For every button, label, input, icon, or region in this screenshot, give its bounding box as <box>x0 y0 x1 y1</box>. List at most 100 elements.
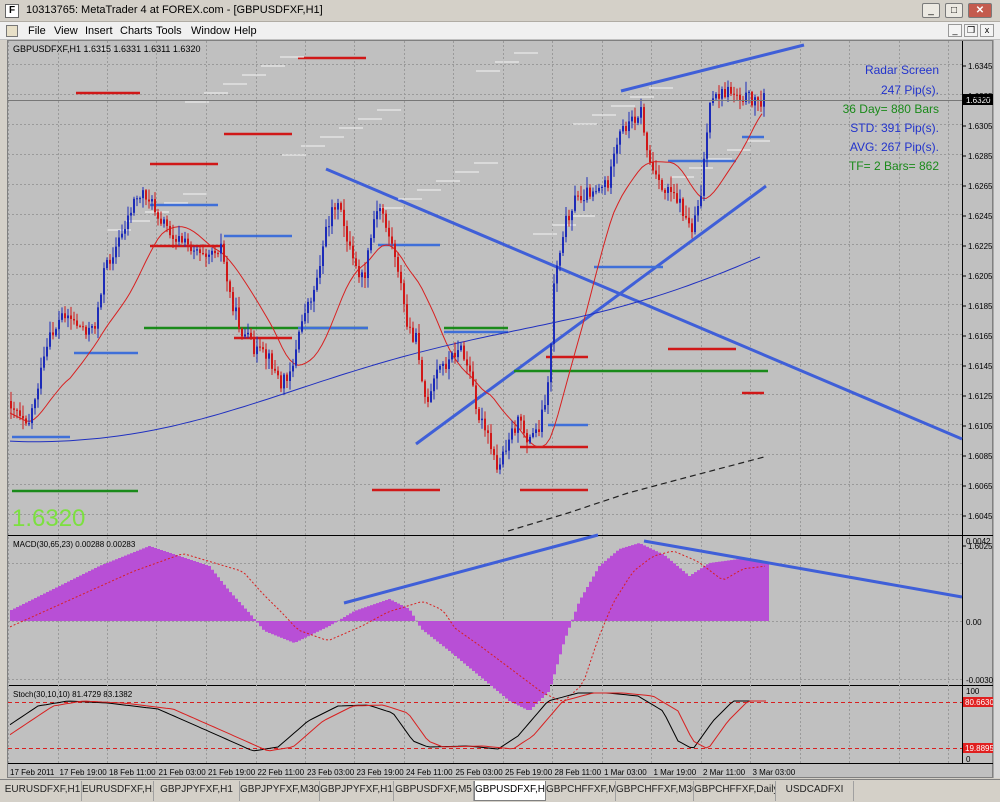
macd-bar <box>70 580 73 621</box>
radar-title: Radar Screen <box>865 63 939 77</box>
candle-body <box>709 102 711 133</box>
chart-tab[interactable]: GBPUSDFXF,M5 <box>394 781 474 801</box>
chart-document-icon[interactable] <box>6 25 18 37</box>
macd-signal-line <box>9 551 766 702</box>
candle-body <box>211 250 213 255</box>
candle-body <box>439 365 441 370</box>
mdi-close-button[interactable]: x <box>980 24 994 37</box>
macd-bar <box>118 558 121 621</box>
menu-charts[interactable]: Charts <box>120 25 153 37</box>
candle-body <box>367 250 369 279</box>
candle-body <box>25 418 27 424</box>
metatrader-icon: F <box>5 4 19 18</box>
macd-bar <box>586 587 589 621</box>
chart-tab[interactable]: EURUSDFXF,H1 <box>82 781 154 801</box>
candle-body <box>511 428 513 440</box>
macd-bar <box>151 547 154 621</box>
macd-bar <box>745 560 748 621</box>
menu-view[interactable]: View <box>54 25 78 37</box>
candle-body <box>643 107 645 133</box>
candle-body <box>286 374 288 381</box>
macd-bar <box>445 621 448 649</box>
stoch-main-line <box>9 692 766 752</box>
stoch-axis-20: 19.8895 <box>965 744 994 753</box>
candle-body <box>622 125 624 132</box>
candle-body <box>661 180 663 190</box>
candle-body <box>193 250 195 252</box>
chart-tab[interactable]: GBPJPYFXF,M30 <box>240 781 320 801</box>
candle-body <box>205 253 207 257</box>
macd-bar <box>514 621 517 704</box>
chart-area[interactable]: GBPUSDFXF,H1 1.6315 1.6331 1.6311 1.6320… <box>7 40 994 779</box>
macd-axis-bottom: -0.00304 <box>966 676 994 685</box>
candle-body <box>181 236 183 243</box>
chart-tab[interactable]: GBPJPYFXF,H1 <box>320 781 394 801</box>
macd-bar <box>292 621 295 643</box>
candle-body <box>163 219 165 224</box>
macd-bar <box>223 584 226 621</box>
menu-window[interactable]: Window <box>191 25 231 37</box>
mdi-restore-button[interactable]: ❐ <box>964 24 978 37</box>
candle-body <box>382 208 384 214</box>
radar-std: STD: 391 Pip(s). <box>850 121 939 135</box>
date-axis-label: 21 Feb 19:00 <box>208 768 256 777</box>
maximize-button[interactable]: □ <box>945 3 963 18</box>
candle-body <box>136 198 138 200</box>
macd-bar <box>16 607 19 621</box>
candle-body <box>16 409 18 411</box>
candle-body <box>310 301 312 303</box>
macd-bar <box>760 562 763 621</box>
price-axis-label: 1.6145 <box>968 362 993 371</box>
chart-tab[interactable]: GBPCHFFXF,M15 <box>546 781 616 801</box>
menu-help[interactable]: Help <box>234 25 257 37</box>
menu-tools[interactable]: Tools <box>156 25 182 37</box>
level-lines <box>12 48 770 493</box>
macd-bar <box>136 550 139 621</box>
chart-tab[interactable]: GBPCHFFXF,Daily <box>694 781 776 801</box>
price-axis-label: 1.6185 <box>968 302 993 311</box>
chart-tab[interactable]: GBPCHFFXF,M30 <box>616 781 694 801</box>
candle-body <box>139 198 141 200</box>
candle-body <box>97 307 99 329</box>
chart-tab[interactable]: USDCADFXI <box>776 781 854 801</box>
macd-bar <box>154 548 157 621</box>
chart-tab[interactable]: GBPJPYFXF,H1 <box>154 781 240 801</box>
candle-body <box>706 132 708 159</box>
macd-bar <box>691 574 694 621</box>
menu-insert[interactable]: Insert <box>85 25 113 37</box>
macd-bar <box>268 621 271 633</box>
macd-bar <box>358 609 361 621</box>
candle-body <box>31 408 33 424</box>
price-axis-label: 1.6105 <box>968 422 993 431</box>
candle-body <box>397 257 399 272</box>
candle-body <box>328 226 330 228</box>
vertical-scrollbar[interactable] <box>993 40 1000 778</box>
macd-bar <box>427 621 430 635</box>
menu-file[interactable]: File <box>28 25 46 37</box>
candle-body <box>277 370 279 376</box>
macd-bar <box>523 621 526 709</box>
macd-bar <box>307 621 310 637</box>
candle-body <box>703 158 705 196</box>
minimize-button[interactable]: _ <box>922 3 940 18</box>
macd-bar <box>727 560 730 621</box>
macd-bar <box>703 566 706 621</box>
chart-canvas[interactable]: GBPUSDFXF,H1 1.6315 1.6331 1.6311 1.6320… <box>8 41 994 779</box>
candle-body <box>577 195 579 197</box>
macd-bar <box>250 615 253 621</box>
macd-bar <box>145 547 148 621</box>
candle-body <box>187 238 189 245</box>
chart-tab[interactable]: EURUSDFXF,H1 <box>4 781 82 801</box>
candle-body <box>490 433 492 450</box>
macd-bar <box>655 551 658 621</box>
macd-bar <box>328 621 331 626</box>
macd-bar <box>433 621 436 640</box>
mdi-minimize-button[interactable]: _ <box>948 24 962 37</box>
close-button[interactable]: ✕ <box>968 3 992 18</box>
candle-body <box>727 86 729 98</box>
candle-body <box>691 223 693 233</box>
chart-tab[interactable]: GBPUSDFXF,H1 <box>474 781 546 801</box>
candle-body <box>391 236 393 244</box>
date-axis-label: 1 Mar 03:00 <box>604 768 647 777</box>
macd-bar <box>562 621 565 645</box>
